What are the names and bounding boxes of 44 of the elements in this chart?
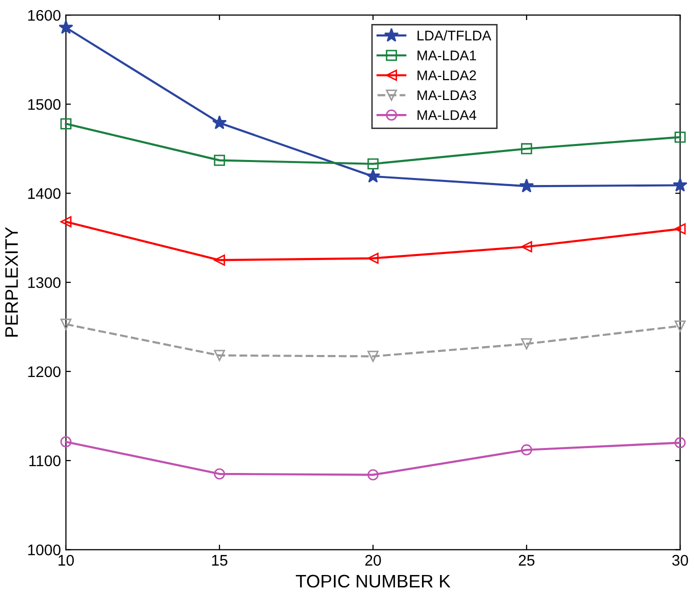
point — [366, 168, 380, 183]
point — [60, 118, 72, 130]
point — [672, 178, 688, 192]
point — [212, 115, 227, 130]
point — [58, 20, 74, 34]
point — [214, 350, 226, 361]
point — [521, 444, 532, 456]
legend-label: MA-LDA3 — [418, 90, 476, 100]
x-tick-label: 20 — [365, 554, 381, 566]
point — [60, 216, 72, 228]
point — [367, 350, 379, 362]
point — [367, 252, 379, 264]
y-tick-label: 1100 — [29, 455, 60, 466]
point — [674, 132, 686, 143]
legend-label: MA-LDA4 — [418, 110, 476, 120]
x-tick-label: 15 — [212, 555, 228, 566]
point — [60, 436, 72, 448]
y-tick-label: 1200 — [28, 366, 60, 378]
y-tick-label: 1400 — [28, 188, 60, 199]
point — [674, 320, 686, 332]
y-tick-label: 1600 — [28, 10, 60, 21]
point — [521, 241, 532, 252]
x-tick-label: 10 — [58, 554, 74, 566]
x-tick-label: 30 — [672, 554, 688, 566]
point — [521, 338, 532, 350]
point — [521, 143, 532, 154]
y-tick-label: 1000 — [28, 544, 60, 556]
x-axis-title: TOPIC NUMBER K — [296, 574, 450, 588]
x-tick-label: 25 — [518, 554, 534, 566]
legend-label: LDA/TFLDA — [418, 30, 492, 40]
point — [519, 178, 534, 192]
point — [367, 158, 379, 170]
point — [60, 318, 72, 330]
point — [214, 468, 226, 480]
y-tick-label: 1300 — [28, 277, 60, 288]
point — [674, 223, 686, 234]
y-axis-title: PERPLEXITY — [5, 227, 18, 337]
y-tick-label: 1500 — [28, 99, 60, 110]
point — [367, 469, 379, 480]
point — [214, 154, 226, 166]
point — [214, 254, 226, 266]
legend-label: MA-LDA2 — [418, 70, 476, 80]
legend-label: MA-LDA1 — [418, 50, 476, 60]
point — [674, 437, 686, 448]
